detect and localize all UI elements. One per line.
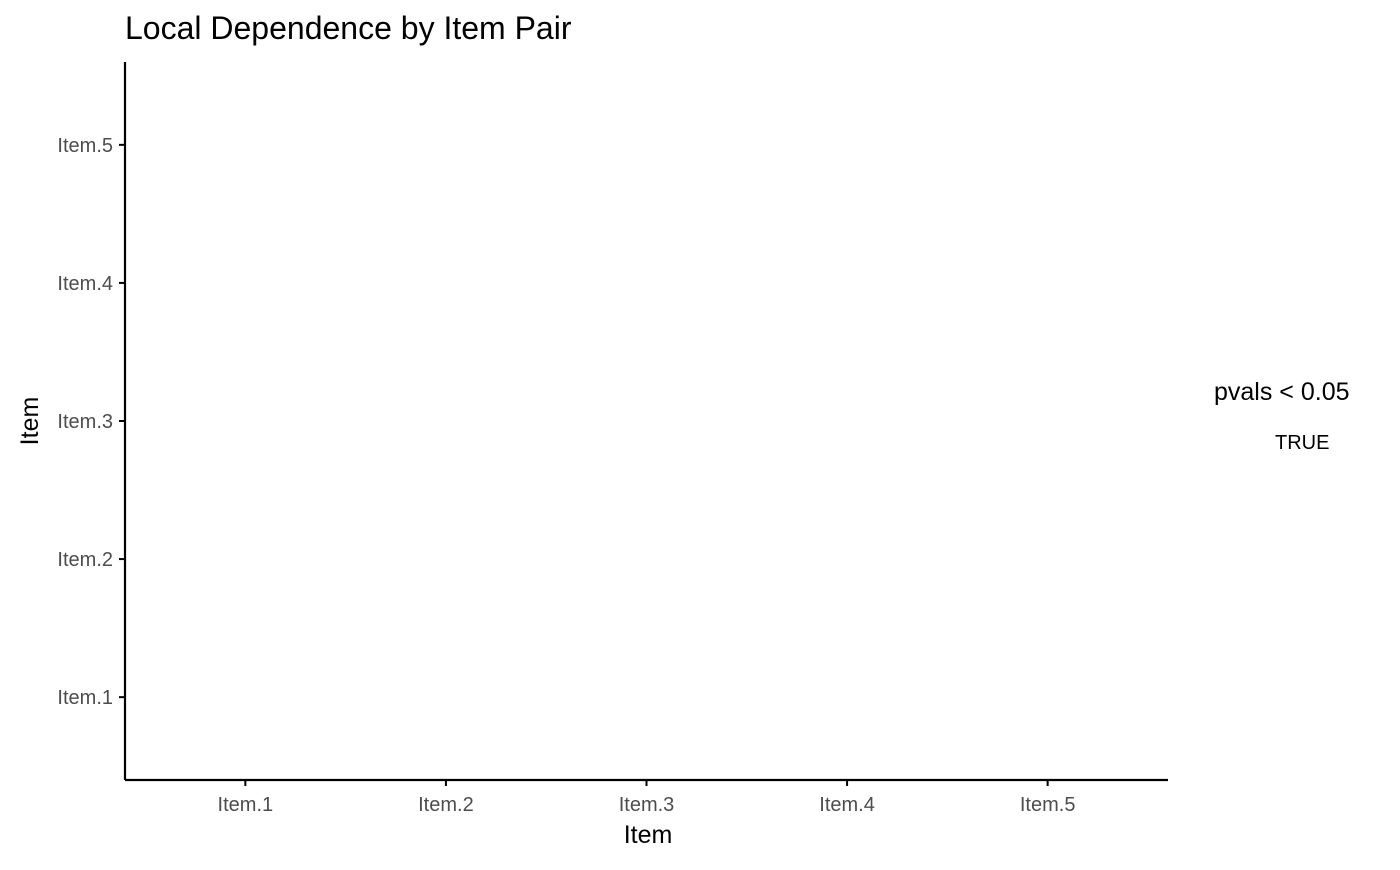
y-tick-label: Item.3 — [57, 411, 113, 433]
y-axis: Item.1 Item.2 Item.3 Item.4 Item.5 — [57, 62, 127, 780]
x-tick-label: Item.3 — [619, 794, 675, 816]
y-tick-label: Item.2 — [57, 549, 113, 571]
legend: pvals < 0.05 TRUE — [1214, 378, 1350, 454]
x-tick-label: Item.2 — [418, 794, 474, 816]
x-tick-label: Item.4 — [819, 794, 875, 816]
x-axis: Item.1 Item.2 Item.3 Item.4 Item.5 — [125, 778, 1168, 816]
legend-entries: TRUE — [1275, 432, 1329, 454]
x-axis-title: Item — [624, 821, 673, 849]
legend-entry-label: TRUE — [1275, 432, 1329, 454]
x-tick-label: Item.1 — [218, 794, 274, 816]
y-tick-label: Item.4 — [57, 273, 113, 295]
x-tick-label: Item.5 — [1020, 794, 1076, 816]
chart-title: Local Dependence by Item Pair — [125, 10, 572, 46]
y-axis-title: Item — [16, 397, 44, 446]
y-tick-label: Item.1 — [57, 687, 113, 709]
y-tick-label: Item.5 — [57, 135, 113, 157]
legend-title: pvals < 0.05 — [1214, 378, 1350, 406]
